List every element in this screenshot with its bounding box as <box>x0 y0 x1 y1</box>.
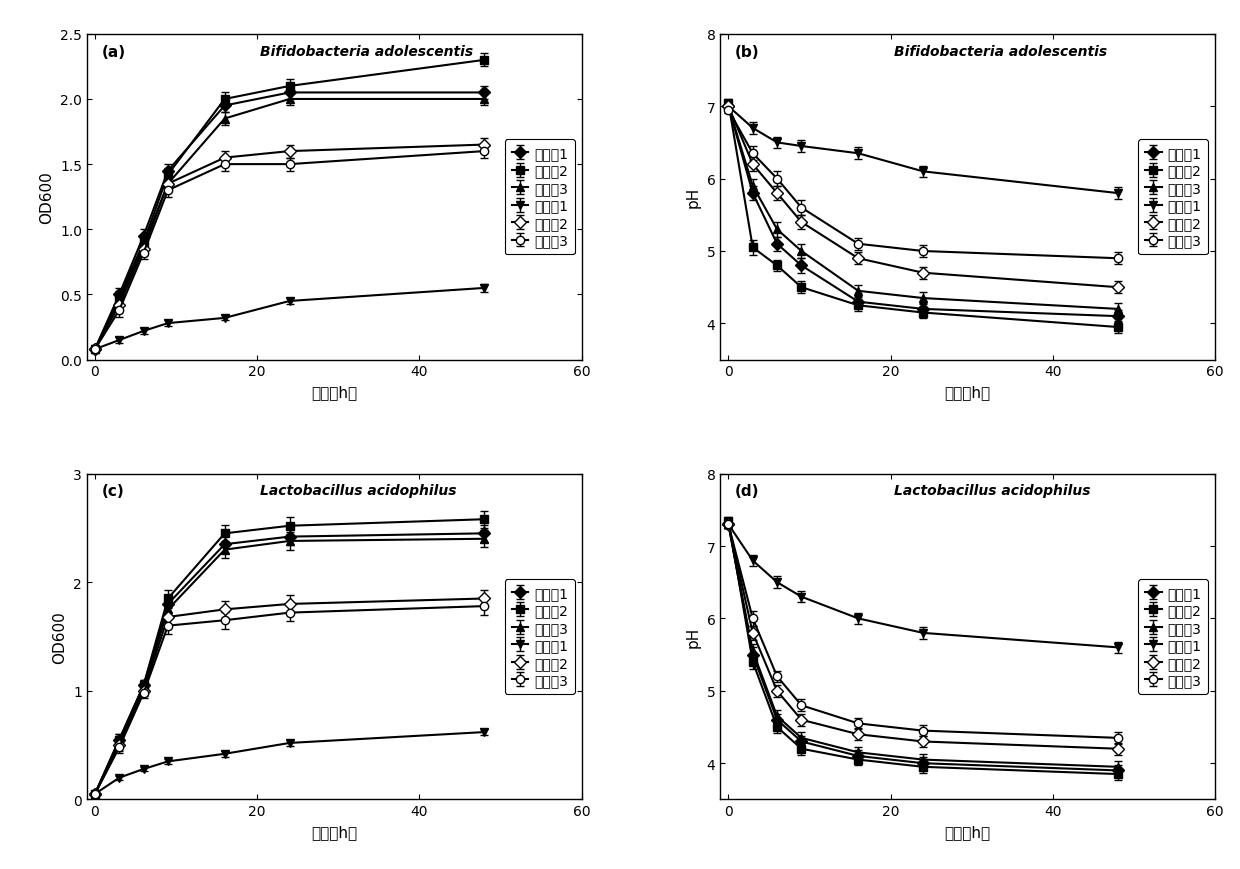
Y-axis label: OD600: OD600 <box>52 610 67 663</box>
Legend: 实施例1, 实施例2, 实施例3, 对比例1, 对比例2, 对比例3: 实施例1, 实施例2, 实施例3, 对比例1, 对比例2, 对比例3 <box>1138 580 1208 694</box>
Y-axis label: pH: pH <box>686 627 701 647</box>
Text: Lactobacillus acidophilus: Lactobacillus acidophilus <box>894 484 1090 498</box>
Text: (d): (d) <box>735 484 760 499</box>
Text: (b): (b) <box>735 44 760 59</box>
X-axis label: 时间（h）: 时间（h） <box>945 824 991 839</box>
Y-axis label: pH: pH <box>686 187 701 208</box>
Legend: 实施例1, 实施例2, 实施例3, 对比例1, 对比例2, 对比例3: 实施例1, 实施例2, 实施例3, 对比例1, 对比例2, 对比例3 <box>505 580 575 694</box>
Legend: 实施例1, 实施例2, 实施例3, 对比例1, 对比例2, 对比例3: 实施例1, 实施例2, 实施例3, 对比例1, 对比例2, 对比例3 <box>505 140 575 255</box>
X-axis label: 时间（h）: 时间（h） <box>311 385 357 400</box>
Text: Bifidobacteria adolescentis: Bifidobacteria adolescentis <box>894 44 1106 58</box>
Text: Lactobacillus acidophilus: Lactobacillus acidophilus <box>260 484 456 498</box>
Text: (c): (c) <box>102 484 124 499</box>
Text: (a): (a) <box>102 44 125 59</box>
X-axis label: 时间（h）: 时间（h） <box>311 824 357 839</box>
Y-axis label: OD600: OD600 <box>40 171 55 224</box>
Legend: 实施例1, 实施例2, 实施例3, 对比例1, 对比例2, 对比例3: 实施例1, 实施例2, 实施例3, 对比例1, 对比例2, 对比例3 <box>1138 140 1208 255</box>
Text: Bifidobacteria adolescentis: Bifidobacteria adolescentis <box>260 44 474 58</box>
X-axis label: 时间（h）: 时间（h） <box>945 385 991 400</box>
